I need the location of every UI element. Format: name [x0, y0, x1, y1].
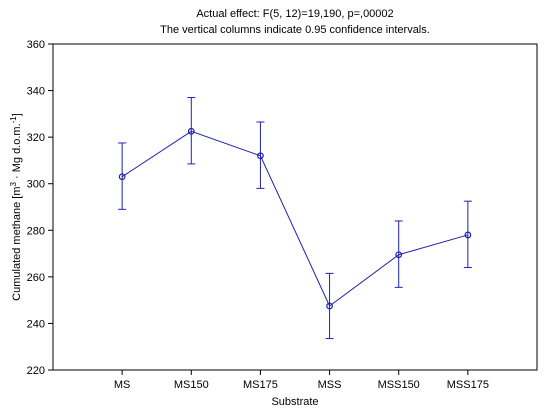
y-tick-label: 320 — [27, 132, 45, 144]
y-tick-label: 240 — [27, 318, 45, 330]
data-point — [187, 127, 195, 135]
y-axis-label-sup1: 3 — [9, 181, 18, 186]
x-axis: MS MS150 MS175 MSS MSS150 MSS175 — [114, 370, 489, 391]
x-tick-label: MS150 — [174, 379, 209, 391]
data-point — [118, 173, 126, 181]
x-tick-label: MSS150 — [378, 379, 420, 391]
x-tick-label: MSS — [318, 379, 342, 391]
y-tick-label: 360 — [27, 39, 45, 51]
series-line — [121, 130, 468, 307]
data-point — [326, 302, 333, 310]
y-tick-label: 260 — [27, 272, 45, 284]
data-point — [464, 231, 472, 239]
chart-title-line-2: The vertical columns indicate 0.95 confi… — [160, 24, 430, 36]
y-axis-label: Cumulated methane [m3 · Mg d.o.m.-1] — [9, 113, 23, 301]
y-tick-label: 220 — [27, 365, 45, 377]
y-axis-label-mid: · Mg d.o.m. — [11, 123, 23, 182]
data-points — [118, 127, 472, 310]
data-point — [257, 152, 264, 160]
x-axis-label: Substrate — [271, 396, 318, 408]
x-tick-label: MSS175 — [447, 379, 489, 391]
y-tick-label: 280 — [27, 225, 45, 237]
y-axis-label-end: ] — [11, 113, 23, 116]
y-axis-label-main: Cumulated methane [m — [11, 186, 23, 300]
x-tick-label: MS — [114, 379, 131, 391]
x-tick-label: MS175 — [243, 379, 278, 391]
y-tick-label: 300 — [27, 179, 45, 191]
y-tick-label: 340 — [27, 86, 45, 98]
y-axis-label-sup2: -1 — [9, 116, 18, 124]
y-axis: 220 240 260 280 300 320 340 360 — [27, 39, 53, 377]
error-bars — [118, 97, 472, 340]
data-point — [395, 251, 403, 259]
plot-area-frame — [52, 43, 538, 371]
chart-title-line-1: Actual effect: F(5, 12)=19,190, p=,00002 — [196, 8, 393, 20]
